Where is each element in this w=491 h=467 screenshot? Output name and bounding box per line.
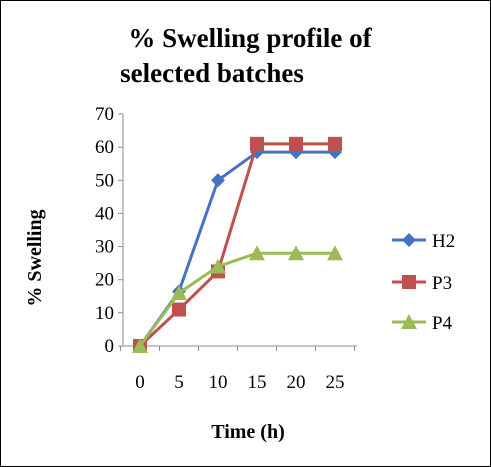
data-point [327, 245, 343, 261]
legend: H2 P3 P4 [392, 231, 455, 334]
data-point [211, 173, 225, 188]
chart-title-line-1: % Swelling profile of [128, 23, 372, 53]
series-line [138, 142, 335, 348]
x-tick-label: 20 [287, 372, 306, 393]
series-layer [132, 136, 343, 353]
y-tick-label: 60 [95, 137, 114, 158]
y-tick-label: 30 [95, 237, 114, 258]
data-point [289, 136, 303, 151]
x-tick-label: 25 [326, 372, 345, 393]
data-point [210, 258, 226, 274]
data-point [171, 284, 187, 300]
y-tick-label: 10 [95, 303, 114, 324]
legend-item: H2 [392, 231, 455, 252]
legend-item: P3 [392, 273, 452, 294]
x-axis-ticks: 0 5 10 15 20 25 [120, 346, 355, 393]
data-point [172, 302, 186, 317]
x-tick-label: 0 [135, 372, 145, 393]
data-point [402, 233, 416, 247]
x-tick-label: 15 [248, 372, 267, 393]
y-tick-label: 0 [105, 336, 115, 357]
y-axis-ticks: 0 10 20 30 40 50 60 70 [95, 104, 123, 357]
data-point [401, 314, 417, 329]
y-tick-label: 40 [95, 203, 114, 224]
x-axis-title: Time (h) [211, 421, 285, 443]
y-tick-label: 50 [95, 170, 114, 191]
legend-label: P4 [432, 313, 453, 334]
x-tick-label: 10 [209, 372, 228, 393]
data-point [250, 136, 264, 151]
y-tick-label: 20 [95, 270, 114, 291]
series-p3 [133, 136, 342, 353]
series-line [138, 251, 335, 347]
legend-label: P3 [432, 273, 452, 294]
legend-item: P4 [392, 313, 453, 334]
data-point [328, 136, 342, 151]
y-tick-label: 70 [95, 104, 114, 125]
y-axis-title: % Swelling [24, 209, 46, 306]
data-point [288, 245, 304, 261]
series-p4 [132, 245, 343, 353]
data-point [249, 245, 265, 261]
data-point [402, 275, 416, 289]
data-point [132, 338, 148, 353]
legend-label: H2 [432, 231, 455, 252]
x-tick-label: 5 [174, 372, 184, 393]
chart-title-line-2: selected batches [120, 58, 304, 88]
